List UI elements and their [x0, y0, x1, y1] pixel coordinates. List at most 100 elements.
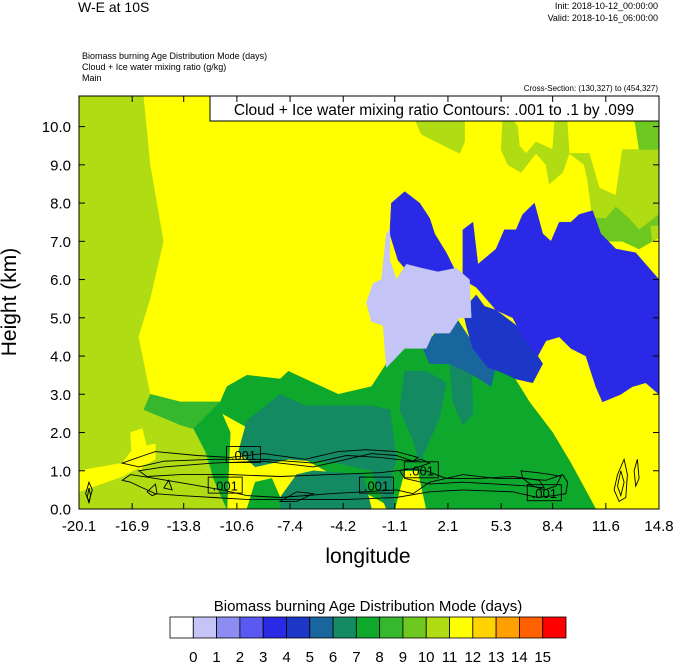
colorbar-tick-label: 15 [534, 649, 551, 666]
field-region-14 [246, 478, 281, 509]
init-time: Init: 2018-10-12_00:00:00 [554, 1, 658, 11]
contour-line-10 [617, 470, 625, 498]
y-tick-label: 4.0 [50, 349, 71, 366]
x-axis: -20.1 -16.9 -13.8 -10.6 -7.4 -4.2 -1.1 2.1 5.3 8.… [62, 96, 674, 535]
y-tick-label: 1.0 [50, 463, 71, 480]
x-axis-label: longitude [325, 545, 410, 568]
svg-text:.001: .001 [231, 448, 256, 463]
colorbar-tick-label: 9 [399, 649, 407, 666]
colorbar-tick-label: 6 [329, 649, 337, 666]
field-region-19 [366, 229, 472, 369]
colorbar-swatch [216, 616, 241, 639]
colorbar-swatch [425, 616, 450, 639]
colorbar-tick-label: 2 [236, 649, 244, 666]
svg-text:.001: .001 [213, 479, 238, 494]
colorbar-swatch [449, 616, 474, 639]
contour-line-3 [398, 468, 546, 489]
y-tick-label: 7.0 [50, 234, 71, 251]
colorbar-tick-label: 0 [189, 649, 197, 666]
colorbar-swatch [286, 616, 311, 639]
contour-label-2: .001 [359, 476, 394, 494]
colorbar-swatch [309, 616, 334, 639]
colorbar-tick-label: 13 [488, 649, 505, 666]
y-tick-label: 10.0 [42, 119, 71, 136]
x-tick-label: -7.4 [277, 518, 303, 535]
contour-line-2 [120, 449, 420, 468]
plot-area [79, 96, 659, 509]
x-tick-label: 8.4 [542, 518, 563, 535]
contour-line-6 [86, 487, 92, 504]
contour-label-0: .001 [226, 446, 261, 463]
y-tick-label: 3.0 [50, 387, 71, 404]
x-tick-label: -13.8 [167, 518, 201, 535]
field-description-shaded: Biomass burning Age Distribution Mode (d… [82, 51, 268, 61]
colorbar-swatch [355, 616, 381, 639]
field-region-20 [650, 225, 659, 242]
contour-line-9 [613, 457, 628, 503]
contour-label-1: .001 [207, 476, 243, 494]
y-tick-label: 0.0 [50, 502, 71, 519]
shaded-fields [79, 96, 659, 509]
cross-section-extent: Cross-Section: (130,327) to (454,327) [523, 84, 658, 93]
x-tick-label: -16.9 [115, 518, 149, 535]
y-tick-label: 9.0 [50, 157, 71, 174]
colorbar-swatch [169, 616, 194, 639]
valid-time: Valid: 2018-10-16_06:00:00 [547, 13, 658, 23]
field-region-7 [592, 206, 659, 250]
colorbar-swatch [379, 616, 404, 639]
colorbar-tick-label: 10 [418, 649, 435, 666]
y-axis: 0.0 1.0 2.0 3.0 4.0 5.0 6.0 7.0 8.0 9.0 10.0 [42, 119, 659, 519]
field-region-15 [422, 317, 497, 388]
colorbar-swatch [519, 616, 544, 639]
x-tick-label: -4.2 [330, 518, 356, 535]
colorbar-tick-label: 5 [306, 649, 314, 666]
svg-text:.001: .001 [532, 486, 557, 501]
plot-title: W-E at 10S [78, 0, 150, 15]
contour-line-7 [146, 483, 158, 497]
x-tick-label: -20.1 [62, 518, 96, 535]
contour-lines [85, 449, 640, 504]
colorbar-swatch [192, 616, 217, 639]
field-region-16 [462, 294, 543, 384]
x-tick-label: 14.8 [644, 518, 673, 535]
field-region-11 [399, 371, 447, 464]
contour-label-3: .001 [403, 461, 439, 478]
x-tick-label: 11.6 [592, 518, 620, 535]
contour-line-1 [137, 453, 431, 477]
x-tick-label: 5.3 [491, 518, 512, 535]
colorbar-swatch [495, 616, 520, 639]
field-region-5 [500, 103, 659, 231]
colorbar-swatch [542, 616, 567, 639]
contour-line-4 [520, 470, 562, 491]
colorbar-tick-label: 8 [375, 649, 383, 666]
colorbar-swatch [239, 616, 264, 639]
colorbar-tick-label: 14 [511, 649, 528, 666]
contour-line-0 [121, 474, 569, 500]
contour-line-11 [633, 459, 640, 488]
colorbar-ticks: 0 1 2 3 4 5 6 7 8 9 10 11 12 13 14 15 [189, 649, 551, 666]
contour-label-4: .001 [526, 484, 562, 501]
x-tick-label: -1.1 [382, 518, 408, 535]
y-axis-label: Height (km) [0, 248, 21, 357]
y-tick-label: 8.0 [50, 196, 71, 213]
field-description-domain: Main [82, 73, 102, 83]
contour-title: Cloud + Ice water mixing ratio Contours:… [234, 102, 634, 119]
contour-line-12 [278, 491, 315, 502]
colorbar [169, 616, 567, 639]
colorbar-tick-label: 11 [442, 649, 458, 666]
contour-labels: .001 .001 .001 .001 .001 [207, 446, 562, 501]
colorbar-tick-label: 4 [282, 649, 290, 666]
contour-title-box: Cloud + Ice water mixing ratio Contours:… [209, 95, 660, 122]
y-tick-label: 5.0 [50, 310, 71, 327]
y-tick-label: 6.0 [50, 272, 71, 289]
colorbar-tick-label: 7 [352, 649, 360, 666]
svg-text:.001: .001 [409, 463, 434, 478]
colorbar-tick-label: 3 [259, 649, 267, 666]
colorbar-tick-label: 12 [464, 649, 481, 666]
contour-line-8 [163, 479, 173, 491]
colorbar-label: Biomass burning Age Distribution Mode (d… [214, 598, 522, 615]
field-region-17 [462, 202, 659, 403]
x-tick-label: -10.6 [220, 518, 254, 535]
colorbar-swatch [402, 616, 427, 639]
